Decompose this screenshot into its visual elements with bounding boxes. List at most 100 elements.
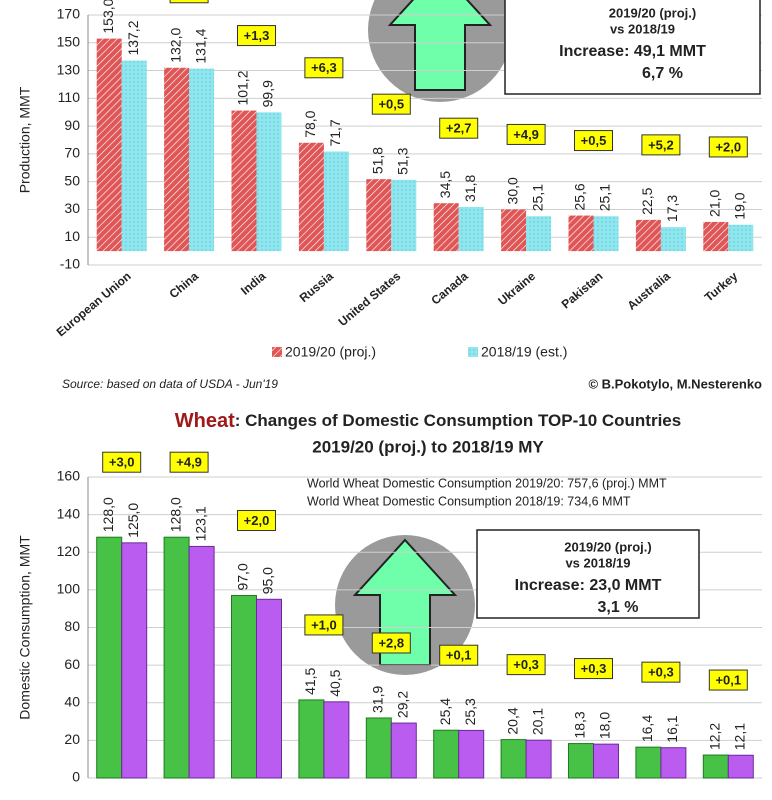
- change-box: [237, 25, 276, 47]
- y-tick-label: 150: [57, 33, 81, 49]
- bar: [323, 701, 350, 779]
- y-tick-label: 160: [57, 468, 81, 484]
- change-box: [506, 123, 546, 145]
- x-tick-label: Canada: [428, 269, 470, 308]
- x-tick-label: Russia: [297, 269, 336, 305]
- change-box: [439, 644, 479, 666]
- change-box: [169, 0, 209, 4]
- change-box: [641, 134, 681, 156]
- change-label: +0,3: [648, 665, 674, 680]
- y-tick-label: 90: [64, 117, 80, 133]
- bar: [323, 151, 349, 252]
- bar: [660, 227, 686, 252]
- bar: [702, 754, 729, 779]
- value-label: 25,3: [462, 698, 478, 725]
- y-tick-label: 10: [64, 228, 80, 244]
- x-tick-label: United States: [336, 269, 404, 329]
- y-tick-label: 70: [64, 145, 80, 161]
- change-label: +0,5: [378, 97, 404, 112]
- y-tick-label: 120: [57, 543, 81, 559]
- change-label: +6,3: [311, 60, 337, 75]
- y-axis-label: Domestic Consumption, MMT: [17, 535, 33, 720]
- value-label: 19,0: [732, 192, 748, 219]
- change-box: [371, 93, 411, 115]
- info-line: vs 2018/19: [565, 555, 630, 570]
- x-tick-label: European Union: [54, 269, 134, 339]
- value-label: 95,0: [260, 567, 276, 594]
- y-tick-label: 0: [72, 769, 80, 785]
- bar: [727, 754, 754, 779]
- x-tick-label: Turkey: [702, 269, 741, 305]
- x-tick-label: India: [238, 269, 269, 298]
- value-label: 128,0: [100, 497, 116, 532]
- info-line: vs 2018/19: [610, 21, 675, 36]
- bar: [635, 219, 661, 252]
- value-label: 18,3: [572, 711, 588, 738]
- x-tick-label: China: [167, 269, 202, 301]
- value-label: 21,0: [707, 189, 723, 216]
- change-box: [102, 451, 142, 473]
- value-label: 153,0: [100, 0, 116, 34]
- bar: [96, 536, 123, 779]
- change-label: +2,0: [715, 139, 741, 154]
- bar: [458, 729, 485, 779]
- value-label: 34,5: [437, 171, 453, 198]
- note: World Wheat Domestic Consumption 2019/20…: [307, 476, 667, 490]
- change-box: [439, 117, 479, 139]
- value-label: 40,5: [327, 669, 343, 696]
- info-increase: Increase: 49,1 MMT: [559, 43, 706, 60]
- value-label: 97,0: [235, 563, 251, 590]
- legend-swatch: [468, 347, 478, 357]
- credit: © B.Pokotylo, M.Nesterenko: [588, 376, 762, 391]
- change-label: +2,0: [244, 513, 270, 528]
- value-label: 30,0: [504, 177, 520, 204]
- bar: [121, 60, 147, 252]
- bar: [433, 203, 459, 252]
- change-box: [371, 632, 411, 654]
- y-tick-label: 170: [57, 6, 81, 22]
- value-label: 51,3: [395, 147, 411, 174]
- value-label: 71,7: [327, 119, 343, 146]
- value-label: 16,1: [664, 715, 680, 742]
- value-label: 22,5: [639, 187, 655, 214]
- bar: [231, 110, 257, 252]
- value-label: 16,4: [639, 715, 655, 742]
- y-tick-label: 20: [64, 731, 80, 747]
- chart-title: Wheat: Changes of Domestic Consumption T…: [175, 410, 681, 432]
- y-tick-label: 140: [57, 505, 81, 521]
- arrow-icon-top: [368, 0, 512, 102]
- info-line: 2019/20 (proj.): [609, 5, 696, 20]
- value-label: 132,0: [167, 28, 183, 63]
- change-label: +4,9: [176, 455, 202, 470]
- change-label: +1,3: [244, 28, 270, 43]
- note: World Wheat Domestic Consumption 2018/19…: [307, 494, 631, 508]
- y-tick-label: 80: [64, 618, 80, 634]
- value-label: 123,1: [192, 506, 208, 541]
- y-tick-label: 30: [64, 200, 80, 216]
- bar: [593, 216, 619, 252]
- legend-label: 2019/20 (proj.): [285, 344, 376, 360]
- chart-subtitle: 2019/20 (proj.) to 2018/19 MY: [312, 437, 544, 456]
- value-label: 131,4: [192, 28, 208, 63]
- change-label: +4,9: [513, 127, 539, 142]
- y-tick-label: 50: [64, 172, 80, 188]
- bar: [660, 747, 687, 779]
- change-box: [506, 654, 546, 676]
- change-label: +1,0: [311, 617, 337, 632]
- change-label: +2,8: [378, 635, 404, 650]
- legend-swatch: [272, 347, 282, 357]
- change-box: [304, 614, 344, 636]
- legend-label: 2018/19 (est.): [481, 344, 567, 360]
- y-tick-label: 40: [64, 693, 80, 709]
- change-label: +3,0: [109, 455, 135, 470]
- value-label: 12,2: [707, 723, 723, 750]
- bar: [96, 38, 122, 252]
- value-label: 51,8: [370, 147, 386, 174]
- change-box: [169, 451, 209, 473]
- value-label: 17,3: [664, 195, 680, 222]
- value-label: 25,4: [437, 698, 453, 725]
- change-box: [574, 130, 613, 152]
- bar: [390, 722, 417, 779]
- value-label: 101,2: [235, 70, 251, 105]
- change-box: [641, 661, 681, 683]
